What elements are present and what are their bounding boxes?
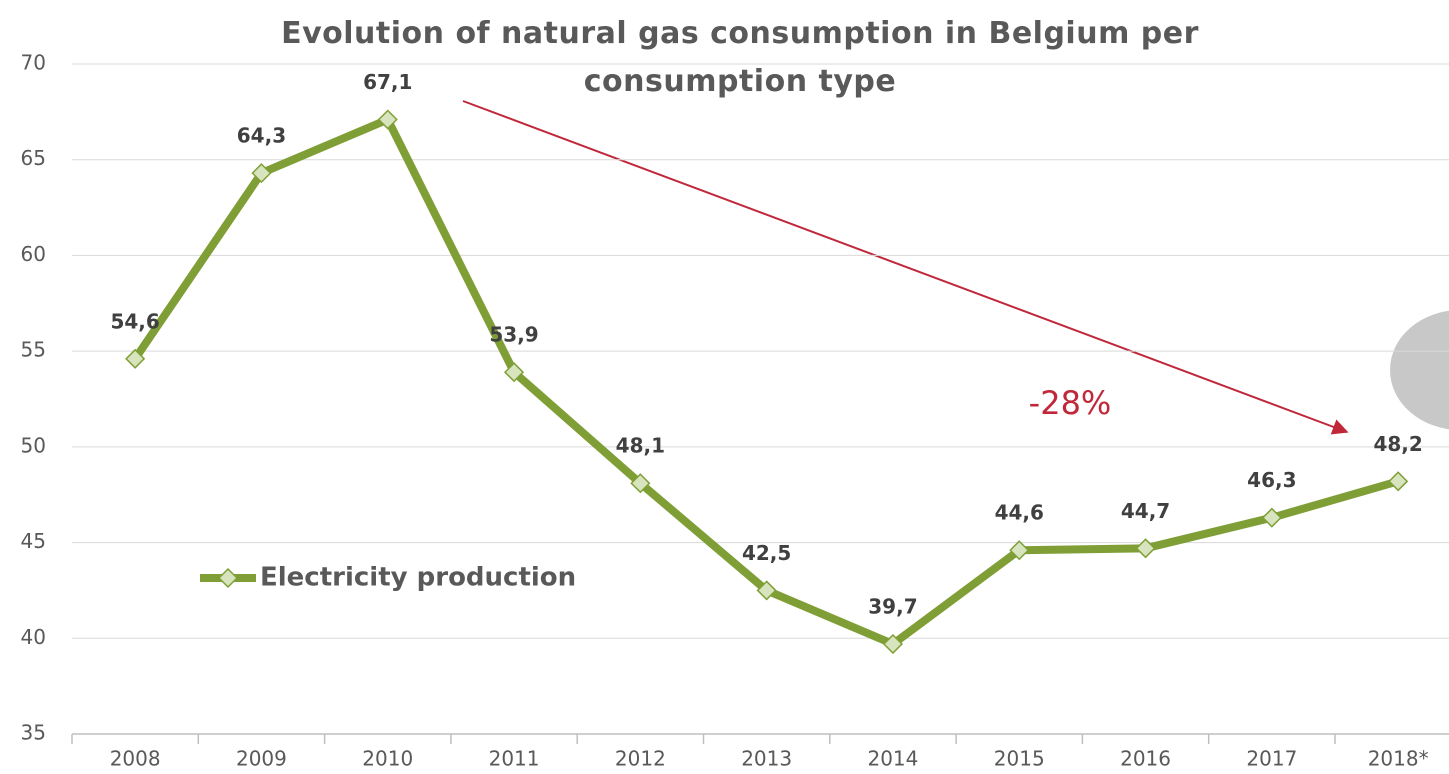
data-label: 53,9 [489,323,538,347]
data-label: 67,1 [363,70,412,94]
point-marker [503,362,525,383]
data-label: 44,7 [1121,499,1170,523]
point-marker [1388,471,1409,492]
x-tick-label: 2010 [362,747,413,771]
x-tick-label: 2016 [1120,747,1171,771]
data-label: 44,6 [995,501,1044,525]
x-tick-label: 2011 [489,747,540,771]
x-tick-label: 2008 [110,747,161,771]
x-tick-label: 2012 [615,747,666,771]
trend-arrow [462,100,1349,435]
data-label: 54,6 [110,309,159,333]
point-marker [630,473,651,494]
annotation: -28% [1029,384,1112,422]
y-tick-label: 50 [21,433,46,457]
y-tick-label: 35 [21,721,46,745]
point-marker [251,163,272,184]
legend-label: Electricity production [260,563,576,593]
data-label: 48,2 [1373,432,1422,456]
x-tick-label: 2013 [741,747,792,771]
point-marker [1261,507,1282,528]
data-label: 42,5 [742,541,791,565]
point-marker [125,348,146,369]
x-tick-label: 2017 [1246,747,1297,771]
y-tick-label: 60 [21,242,46,266]
decoration-circle [1390,310,1449,430]
y-tick-label: 45 [21,529,46,553]
y-tick-label: 65 [21,146,46,170]
x-tick-label: 2014 [867,747,918,771]
y-tick-label: 70 [21,51,46,75]
data-label: 39,7 [868,595,917,619]
legend-marker [217,567,239,589]
point-marker [882,633,904,655]
y-tick-label: 40 [21,625,46,649]
y-tick-label: 55 [21,338,46,362]
chart-title: Evolution of natural gas consumption in … [281,16,1199,99]
data-label: 48,1 [616,434,665,458]
point-marker [1135,538,1156,559]
x-tick-label: 2015 [994,747,1045,771]
point-marker [377,109,398,130]
x-tick-label: 2018* [1368,747,1429,771]
point-marker [756,580,777,601]
point-marker [1009,540,1030,561]
data-label: 64,3 [237,124,286,148]
data-label: 46,3 [1247,468,1296,492]
x-tick-label: 2009 [236,747,287,771]
